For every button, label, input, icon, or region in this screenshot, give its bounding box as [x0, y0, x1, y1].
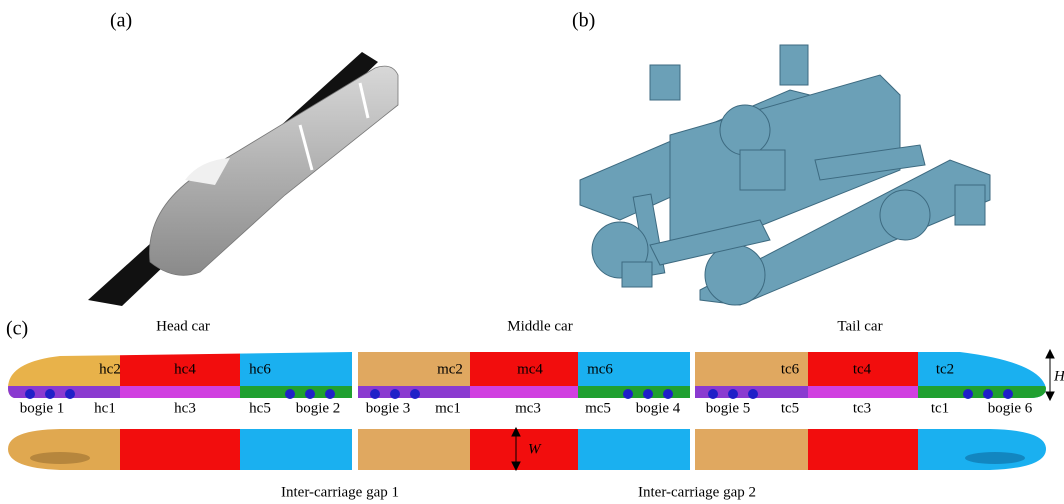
gap-label: Inter-carriage gap 2 [638, 484, 756, 500]
section-label: tc2 [936, 361, 954, 377]
section-label: hc1 [94, 400, 116, 416]
section-label: hc5 [249, 400, 271, 416]
train-render [88, 52, 398, 306]
car-label: Tail car [837, 318, 882, 334]
panel-label: (c) [6, 318, 28, 340]
section-label: hc4 [174, 361, 196, 377]
panel-label: (b) [572, 10, 595, 32]
car-label: Middle car [507, 318, 572, 334]
section-label: mc2 [437, 361, 463, 377]
section-label: mc1 [435, 400, 461, 416]
car-label: Head car [156, 318, 210, 334]
section-label: bogie 1 [20, 400, 65, 416]
section-label: tc6 [781, 361, 800, 377]
dimension-label: H [1053, 368, 1064, 384]
section-label: tc5 [781, 400, 799, 416]
section-label: mc6 [587, 361, 613, 377]
section-label: hc2 [99, 361, 121, 377]
section-label: tc3 [853, 400, 871, 416]
section-label: bogie 6 [988, 400, 1033, 416]
section-label: hc6 [249, 361, 271, 377]
dimension-label: W [528, 441, 542, 457]
figure: (a) (b) (c) Head car Middle car Tail car… [0, 0, 1064, 504]
section-label: mc3 [515, 400, 541, 416]
bogie-render [580, 45, 990, 305]
section-label: bogie 3 [366, 400, 411, 416]
section-label: mc5 [585, 400, 611, 416]
section-label: tc4 [853, 361, 872, 377]
gap-label: Inter-carriage gap 1 [281, 484, 399, 500]
panel-label: (a) [110, 10, 132, 32]
section-label: tc1 [931, 400, 949, 416]
section-label: bogie 5 [706, 400, 751, 416]
section-label: mc4 [517, 361, 543, 377]
section-label: bogie 4 [636, 400, 681, 416]
section-label: hc3 [174, 400, 196, 416]
section-label: bogie 2 [296, 400, 341, 416]
